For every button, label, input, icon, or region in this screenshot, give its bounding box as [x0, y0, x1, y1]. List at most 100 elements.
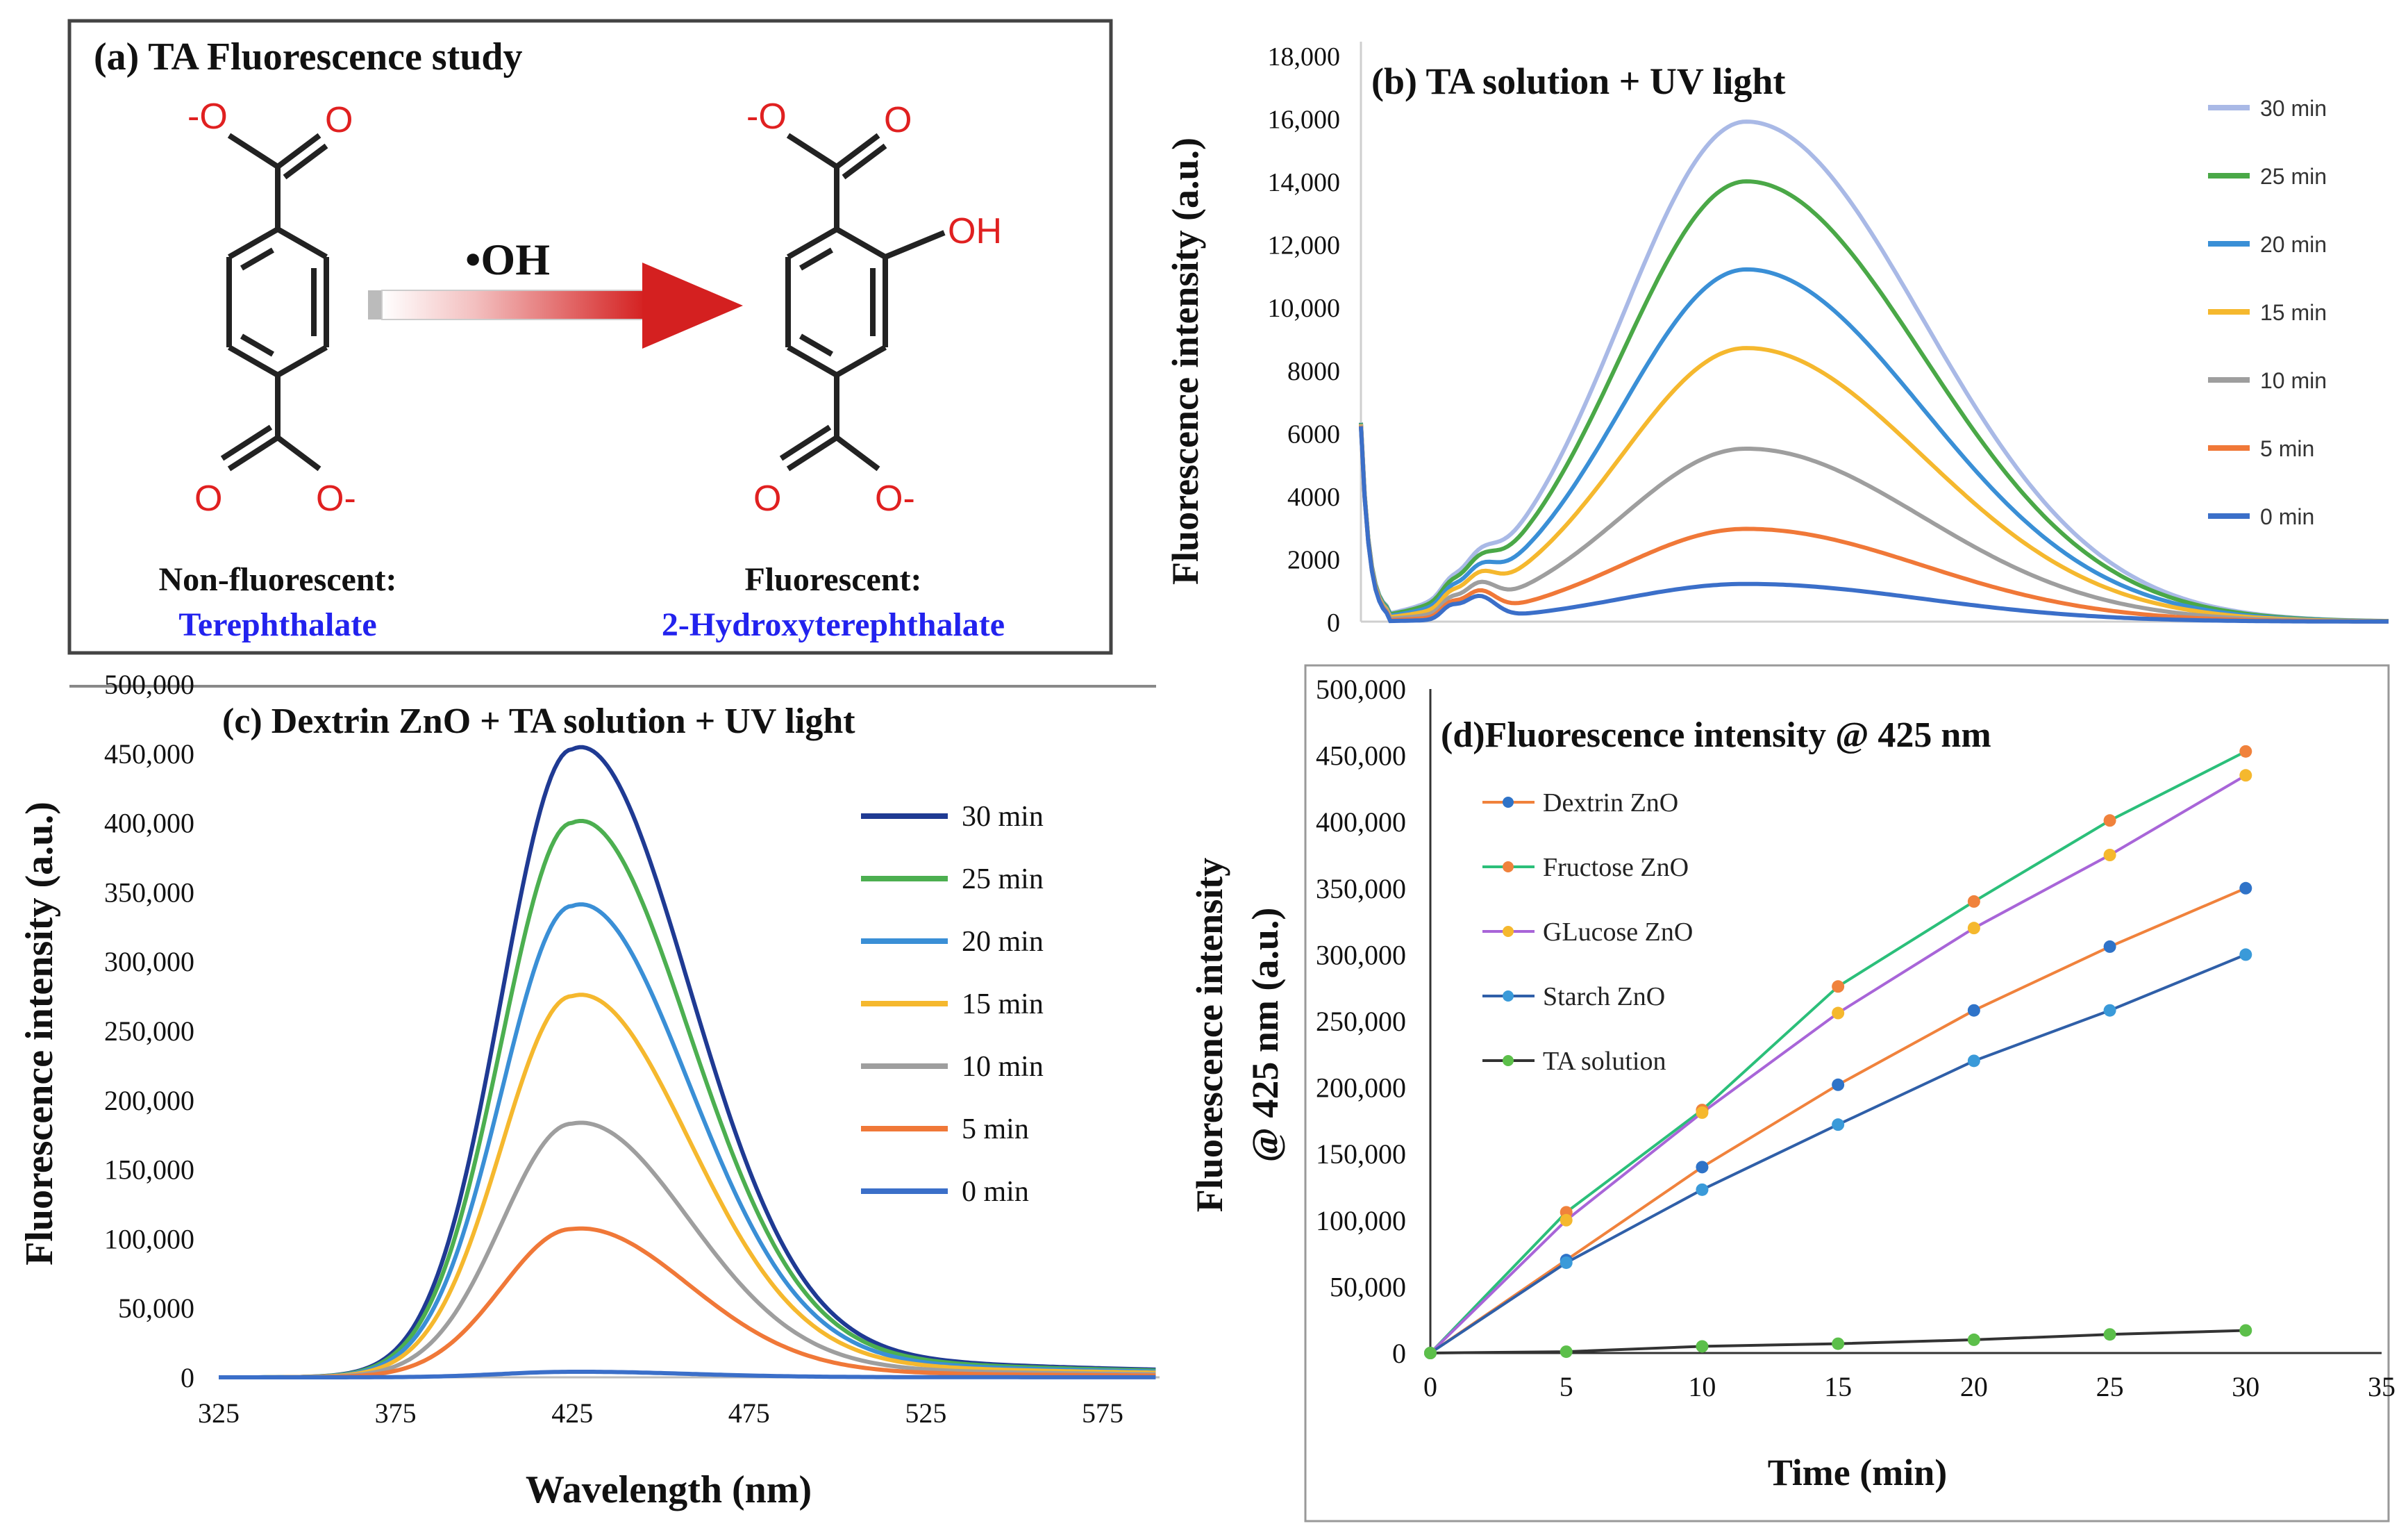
- panel-d-y-tick-label: 200,000: [1316, 1072, 1406, 1104]
- hydroxy-o-bottom: O: [753, 479, 781, 519]
- panel-c-legend-label: 5 min: [962, 1113, 1029, 1145]
- panel-d-y-tick-label: 0: [1392, 1338, 1406, 1369]
- panel-c-x-tick-label: 425: [551, 1397, 593, 1429]
- panel-b-y-tick-label: 10,000: [1268, 294, 1341, 323]
- panel-d-point: [2103, 1004, 2116, 1017]
- panel-d-x-tick-label: 5: [1560, 1371, 1573, 1402]
- panel-d-point: [1832, 980, 1845, 993]
- hydroxyterephthalate-caption: Fluorescent:: [744, 561, 921, 598]
- panel-b-legend-label: 10 min: [2260, 368, 2327, 393]
- panel-d-point: [1560, 1256, 1573, 1269]
- panel-c-legend-label: 25 min: [962, 863, 1044, 895]
- panel-c-legend-label: 15 min: [962, 988, 1044, 1020]
- panel-b-y-tick-label: 0: [1327, 608, 1340, 638]
- terephthalate-structure: [220, 133, 329, 472]
- panel-d-point: [1696, 1106, 1709, 1119]
- panel-d-legend-marker: [1503, 797, 1514, 808]
- panel-d-legend-marker: [1503, 990, 1514, 1002]
- panel-d-y-tick-label: 500,000: [1316, 674, 1406, 705]
- panel-d-x-label: Time (min): [1768, 1452, 1947, 1493]
- panel-c-y-label: Fluorescence intensity (a.u.): [18, 802, 61, 1266]
- panel-d-point: [1696, 1183, 1709, 1196]
- panel-d-y-tick-label: 400,000: [1316, 806, 1406, 838]
- panel-d-legend-label: Dextrin ZnO: [1543, 788, 1678, 818]
- panel-c-y-tick-label: 150,000: [104, 1154, 194, 1186]
- panel-b-legend-label: 30 min: [2260, 96, 2327, 121]
- terephthalate-o-top: O: [325, 100, 353, 140]
- panel-d-y-tick-label: 150,000: [1316, 1138, 1406, 1170]
- panel-d-y-tick-label: 450,000: [1316, 740, 1406, 772]
- hydroxy-o-top: O: [884, 100, 912, 140]
- panel-c-y-tick-label: 400,000: [104, 808, 194, 839]
- panel-c-x-tick-label: 375: [375, 1397, 417, 1429]
- reaction-arrow: [368, 263, 743, 349]
- terephthalate-o-minus-bottom: O-: [316, 479, 356, 519]
- panel-d-x-tick-label: 10: [1688, 1371, 1716, 1402]
- panel-d-y-label-2: @ 425 nm (a.u.): [1244, 908, 1286, 1163]
- panel-d-legend-marker: [1503, 861, 1514, 872]
- panel-c-chart: (c) Dextrin ZnO + TA solution + UV light…: [18, 669, 1160, 1511]
- panel-b-series-10-min: [1359, 425, 2389, 624]
- panel-b-legend-label: 25 min: [2260, 164, 2327, 189]
- panel-d-x-tick-label: 35: [2368, 1371, 2396, 1402]
- panel-c-y-tick-label: 500,000: [104, 669, 194, 700]
- panel-d-y-tick-label: 300,000: [1316, 939, 1406, 970]
- hydroxy-oh: OH: [948, 211, 1002, 251]
- panel-d-point: [1832, 1006, 1845, 1020]
- panel-b-y-tick-label: 8000: [1287, 357, 1340, 386]
- panel-d-point: [2103, 1328, 2116, 1341]
- panel-d-legend-marker: [1503, 1055, 1514, 1066]
- panel-c-x-tick-label: 475: [728, 1397, 770, 1429]
- panel-c-series-5-min: [219, 1226, 1156, 1379]
- panel-d-legend-marker: [1503, 926, 1514, 937]
- panel-b-y-tick-label: 6000: [1287, 420, 1340, 449]
- panel-d-point: [2103, 849, 2116, 861]
- panel-d-y-label-1: Fluorescence intensity: [1189, 858, 1230, 1212]
- panel-d-point: [1967, 1333, 1980, 1346]
- panel-c-x-label: Wavelength (nm): [526, 1468, 812, 1511]
- panel-c-y-tick-label: 50,000: [118, 1293, 194, 1324]
- panel-d-legend-label: Fructose ZnO: [1543, 853, 1689, 882]
- panel-d-point: [1967, 895, 1980, 908]
- panel-b-y-tick-label: 12,000: [1268, 231, 1341, 260]
- panel-c-legend-label: 20 min: [962, 926, 1044, 958]
- hydroxyterephthalate-structure: [779, 133, 946, 472]
- panel-b-series-25-min: [1359, 179, 2389, 624]
- panel-b-y-tick-label: 14,000: [1268, 168, 1341, 197]
- panel-b-title: (b) TA solution + UV light: [1371, 60, 1785, 102]
- panel-b-chart: (b) TA solution + UV light Fluorescence …: [1164, 42, 2389, 667]
- panel-c-series-10-min: [219, 1120, 1156, 1379]
- panel-d-y-tick-label: 250,000: [1316, 1006, 1406, 1037]
- terephthalate-o-minus-top: -O: [187, 97, 228, 137]
- panel-d-point: [1967, 922, 1980, 935]
- terephthalate-caption: Non-fluorescent:: [158, 561, 396, 598]
- panel-b-y-tick-label: 2000: [1287, 545, 1340, 574]
- panel-b-y-tick-label: 4000: [1287, 483, 1340, 512]
- panel-c-x-tick-label: 525: [905, 1397, 946, 1429]
- panel-d-point: [1967, 1004, 1980, 1017]
- panel-d-point: [1560, 1345, 1573, 1359]
- panel-c-y-tick-label: 300,000: [104, 946, 194, 977]
- panel-d-point: [2239, 948, 2252, 961]
- panel-c-series-0-min: [219, 1370, 1156, 1379]
- panel-b-legend-label: 15 min: [2260, 300, 2327, 325]
- panel-d-point: [1424, 1347, 1437, 1359]
- terephthalate-o-bottom: O: [194, 479, 222, 519]
- panel-d-point: [1832, 1118, 1845, 1131]
- panel-d-y-tick-label: 50,000: [1330, 1271, 1406, 1302]
- panel-b-series-15-min: [1359, 346, 2389, 624]
- panel-b-y-tick-label: 18,000: [1268, 42, 1341, 72]
- panel-c-legend-label: 30 min: [962, 801, 1044, 833]
- panel-d-y-tick-label: 350,000: [1316, 873, 1406, 904]
- panel-d-point: [1832, 1078, 1845, 1091]
- panel-c-y-tick-label: 100,000: [104, 1223, 194, 1254]
- panel-c-title: (c) Dextrin ZnO + TA solution + UV light: [222, 702, 855, 741]
- panel-d-chart: (d)Fluorescence intensity @ 425 nm Fluor…: [1189, 664, 2396, 1522]
- panel-c-x-tick-label: 575: [1082, 1397, 1123, 1429]
- panel-d-point: [2103, 940, 2116, 953]
- panel-c-series-15-min: [219, 993, 1156, 1379]
- panel-d-point: [1560, 1213, 1573, 1227]
- panel-d-point: [2239, 1324, 2252, 1337]
- hydroxyterephthalate-name: 2-Hydroxyterephthalate: [662, 606, 1005, 643]
